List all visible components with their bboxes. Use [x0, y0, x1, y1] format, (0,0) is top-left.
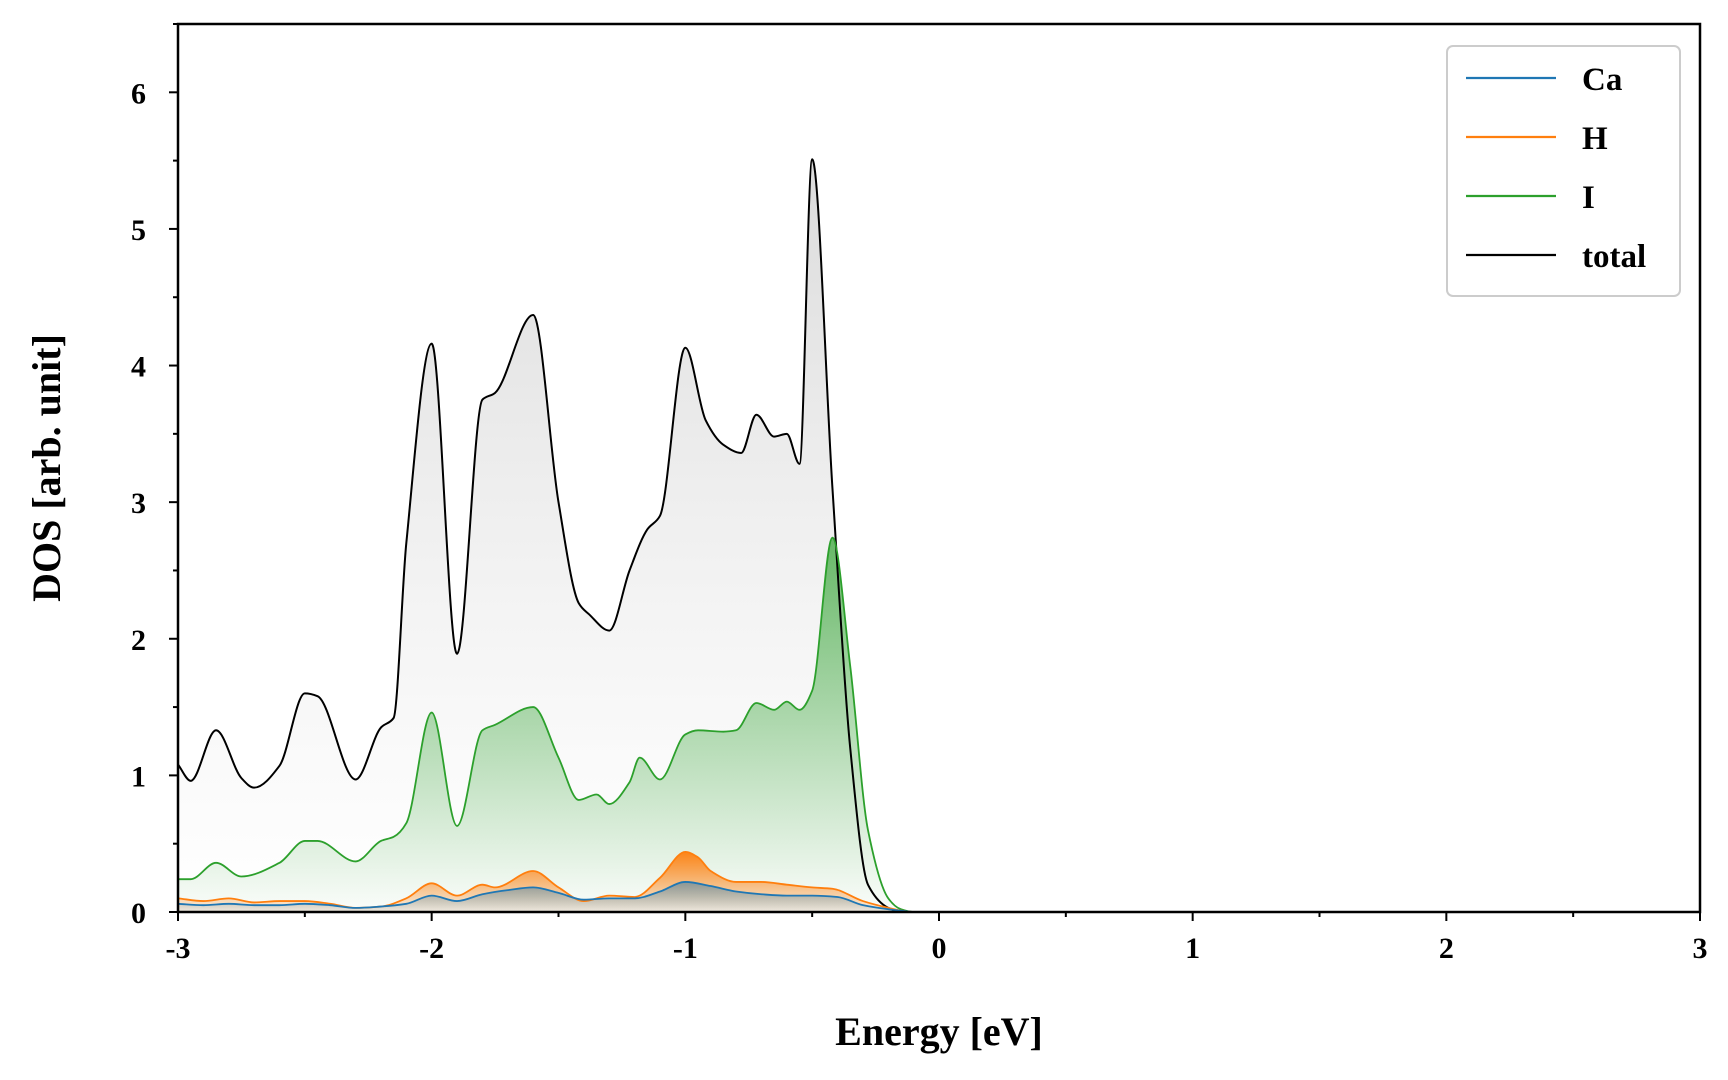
- x-tick-label: 3: [1693, 932, 1708, 965]
- legend-label-i: I: [1582, 180, 1595, 216]
- x-tick-label: -1: [673, 932, 698, 965]
- x-axis-ticks: -3 -2 -1 0 1 2 3: [166, 912, 1708, 965]
- legend-label-total: total: [1582, 239, 1646, 275]
- area-fill-i: [178, 537, 1700, 912]
- x-tick-label: -2: [419, 932, 444, 965]
- series-line-h: [178, 850, 1700, 912]
- x-tick-label: -3: [166, 932, 191, 965]
- y-tick-label: 1: [131, 760, 146, 793]
- x-tick-label: 2: [1439, 932, 1454, 965]
- y-axis-title: DOS [arb. unit]: [24, 334, 69, 602]
- series-line-ca: [178, 881, 1700, 912]
- series-lines: [178, 158, 1700, 912]
- y-axis-ticks: 0 1 2 3 4 5 6: [131, 23, 178, 930]
- area-fill-total: [178, 159, 1700, 912]
- x-tick-label: 1: [1185, 932, 1200, 965]
- series-line-total: [178, 158, 1700, 912]
- y-tick-label: 4: [131, 351, 146, 384]
- x-axis-title: Energy [eV]: [835, 1009, 1043, 1054]
- series-fills: [178, 159, 1700, 912]
- legend-box: [1446, 45, 1681, 297]
- legend-label-h: H: [1582, 121, 1608, 157]
- legend-label-ca: Ca: [1582, 62, 1622, 98]
- y-tick-label: 6: [131, 77, 146, 110]
- area-fill-ca: [178, 881, 1700, 912]
- x-tick-label: 0: [932, 932, 947, 965]
- y-tick-label: 5: [131, 214, 146, 247]
- y-tick-label: 3: [131, 487, 146, 520]
- series-line-i: [178, 536, 1700, 912]
- y-tick-label: 0: [131, 897, 146, 930]
- y-tick-label: 2: [131, 624, 146, 657]
